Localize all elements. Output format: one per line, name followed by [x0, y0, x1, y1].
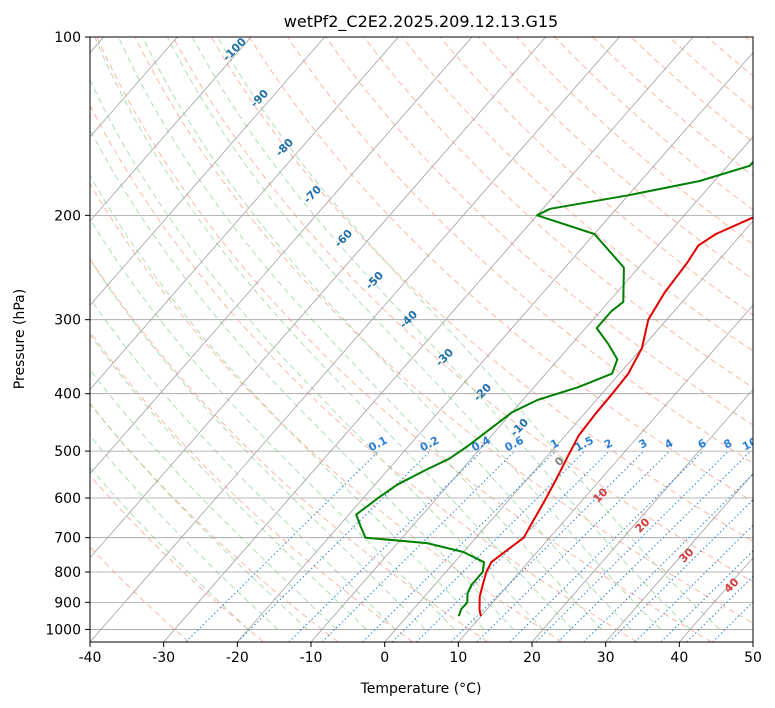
y-tick-label: 200: [54, 208, 81, 224]
moist-adiabat-line: [90, 128, 514, 630]
dry-adiabat-line: [90, 546, 190, 642]
y-tick-label: 800: [54, 565, 81, 581]
moist-adiabat-line: [90, 402, 308, 630]
dry-adiabat-line: [287, 37, 753, 464]
dry-adiabat-line: [96, 37, 712, 642]
moist-adiabat-line: [90, 333, 367, 630]
isotherm-line: [90, 37, 252, 222]
mixing-ratio-line: [321, 450, 516, 642]
y-tick-label: 400: [54, 387, 81, 403]
chart-title: wetPf2_C2E2.2025.209.12.13.G15: [284, 12, 558, 32]
isotherm-line: [90, 37, 326, 306]
isotherm-line: [90, 37, 547, 559]
mixing-ratio-line: [583, 473, 753, 642]
mixing-ratio-line: [509, 450, 704, 642]
x-tick-label: 40: [670, 650, 688, 666]
moist-adiabat-line: [90, 78, 544, 630]
mixing-ratio-line: [557, 450, 751, 642]
mixing-ratio-line: [634, 524, 753, 642]
moist-adiabat-line: [217, 37, 721, 630]
dry-adiabat-line: [90, 403, 339, 642]
isotherm-line: [531, 388, 753, 642]
y-tick-label: 100: [54, 30, 81, 46]
moist-adiabat-line: [90, 258, 426, 630]
moist-adiabat-line: [90, 466, 249, 630]
dry-adiabat-line: [90, 474, 264, 642]
moist-adiabat-line: [90, 174, 485, 630]
isotherm-line: [90, 37, 620, 642]
moist-adiabat-line: [90, 435, 279, 630]
mixing-ratio-label: 10: [740, 435, 760, 454]
temperature-profile-line: [478, 216, 753, 617]
moist-adiabat-line: [166, 37, 662, 630]
isotherm-line: [163, 37, 694, 642]
x-axis-label: Temperature (°C): [360, 681, 482, 697]
isotherm-line: [458, 304, 753, 642]
moist-adiabat-line: [90, 368, 338, 630]
mixing-ratio-line: [415, 450, 610, 642]
x-tick-label: 10: [449, 650, 467, 666]
mixing-ratio-line: [185, 450, 379, 642]
y-tick-label: 900: [54, 595, 81, 611]
y-tick-label: 600: [54, 491, 81, 507]
mixing-ratio-line: [535, 450, 729, 642]
y-tick-label: 300: [54, 313, 81, 329]
mixing-ratio-line: [288, 450, 483, 642]
mixing-ratio-line: [236, 450, 431, 642]
background-lines: [90, 37, 753, 642]
mixing-ratio-line: [608, 499, 753, 642]
x-tick-label: -40: [79, 650, 102, 666]
x-tick-label: -20: [226, 650, 249, 666]
mixing-ratio-line: [712, 601, 753, 642]
dry-adiabat-line: [90, 104, 638, 642]
isotherm-line: [90, 37, 399, 391]
mixing-ratio-line: [391, 450, 586, 642]
profiles: [355, 160, 753, 617]
dry-adiabat-line: [90, 182, 563, 642]
dry-adiabat-line: [248, 37, 753, 503]
y-tick-label: 700: [54, 531, 81, 547]
dry-adiabat-line: [439, 37, 753, 316]
dry-adiabat-line: [90, 258, 488, 642]
x-tick-label: 0: [380, 650, 389, 666]
plot-frame: [89, 36, 754, 643]
x-tick-label: -30: [152, 650, 175, 666]
moist-adiabat-line: [191, 37, 691, 630]
moist-adiabat-line: [94, 37, 573, 630]
mixing-ratio-line: [686, 575, 753, 642]
y-tick-label: 500: [54, 444, 81, 460]
x-tick-label: -10: [300, 650, 323, 666]
dry-adiabat-line: [172, 37, 753, 583]
y-axis-label: Pressure (hPa): [12, 289, 28, 389]
axes: -40 -30 -20 -10 0 10 20 30 40 50 100 200 300 400 500 60…: [45, 30, 762, 666]
mixing-ratio-line: [660, 550, 753, 642]
isotherm-line: [90, 37, 473, 475]
x-tick-label: 50: [744, 650, 762, 666]
dewpoint-profile-line: [355, 160, 753, 617]
isotherm-line: [605, 473, 753, 642]
mixing-ratio-line: [362, 450, 556, 642]
x-tick-label: 30: [597, 650, 615, 666]
moist-adiabat-line: [142, 37, 632, 630]
x-tick-label: 20: [523, 650, 541, 666]
dry-adiabat-line: [134, 37, 753, 624]
isotherm-line: [237, 52, 753, 642]
mixing-ratio-line: [450, 450, 645, 642]
y-tick-label: 1000: [45, 622, 81, 638]
mixing-ratio-line: [476, 450, 670, 642]
isotherm-line: [384, 220, 753, 642]
